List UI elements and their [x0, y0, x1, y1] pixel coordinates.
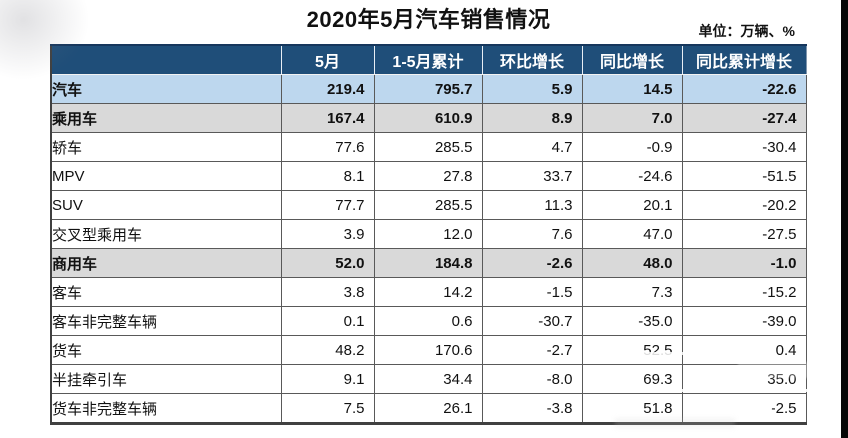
- table-row: 乘用车 167.4 610.9 8.9 7.0 -27.4: [50, 103, 807, 133]
- value-cell: -39.0: [681, 306, 807, 336]
- value-cell: 14.2: [373, 277, 483, 307]
- row-label: 交叉型乘用车: [50, 219, 282, 249]
- table-row: MPV 8.1 27.8 33.7 -24.6 -51.5: [50, 161, 807, 191]
- value-cell: -35.0: [581, 306, 683, 336]
- value-cell: 33.7: [481, 161, 583, 191]
- value-cell: 285.5: [373, 132, 483, 162]
- value-cell: 47.0: [581, 219, 683, 249]
- value-cell: -20.2: [681, 190, 807, 220]
- value-cell: 26.1: [373, 393, 483, 425]
- row-label: 轿车: [50, 132, 282, 162]
- row-label: 汽车: [50, 74, 282, 104]
- value-cell: 8.1: [280, 161, 375, 191]
- value-cell: -30.4: [681, 132, 807, 162]
- value-cell: 14.5: [581, 74, 683, 104]
- table-row: 交叉型乘用车 3.9 12.0 7.6 47.0 -27.5: [50, 219, 807, 249]
- value-cell: 69.3: [581, 364, 683, 394]
- row-label: 乘用车: [50, 103, 282, 133]
- value-cell: 170.6: [373, 335, 483, 365]
- value-cell: -8.0: [481, 364, 583, 394]
- value-cell: -51.5: [681, 161, 807, 191]
- row-label-column-header: [50, 44, 281, 75]
- column-header: 同比累计增长: [681, 44, 807, 75]
- column-header: 1-5月累计: [373, 44, 482, 75]
- value-cell: 48.2: [280, 335, 375, 365]
- value-cell: 35.0: [681, 364, 807, 394]
- page-title: 2020年5月汽车销售情况: [306, 7, 551, 32]
- table-row: 客车 3.8 14.2 -1.5 7.3 -15.2: [50, 277, 807, 307]
- value-cell: 20.1: [581, 190, 683, 220]
- value-cell: -1.0: [681, 248, 807, 278]
- value-cell: 4.7: [481, 132, 583, 162]
- value-cell: -24.6: [581, 161, 683, 191]
- value-cell: 77.7: [280, 190, 375, 220]
- value-cell: 48.0: [581, 248, 683, 278]
- table-row: 货车非完整车辆 7.5 26.1 -3.8 51.8 -2.5: [50, 393, 807, 425]
- value-cell: 184.8: [373, 248, 483, 278]
- value-cell: 610.9: [373, 103, 483, 133]
- table-row: SUV 77.7 285.5 11.3 20.1 -20.2: [50, 190, 807, 220]
- row-label: 货车非完整车辆: [50, 393, 282, 425]
- row-label: MPV: [50, 161, 282, 191]
- sales-table: 5月 1-5月累计 环比增长 同比增长 同比累计增长 汽车 219.4 795.7 5.9 14…: [50, 44, 807, 425]
- value-cell: 77.6: [280, 132, 375, 162]
- column-header: 环比增长: [481, 44, 582, 75]
- value-cell: 11.3: [481, 190, 583, 220]
- value-cell: -2.5: [681, 393, 807, 425]
- value-cell: 167.4: [280, 103, 375, 133]
- row-label: SUV: [50, 190, 282, 220]
- value-cell: 34.4: [373, 364, 483, 394]
- table-row: 客车非完整车辆 0.1 0.6 -30.7 -35.0 -39.0: [50, 306, 807, 336]
- value-cell: 0.6: [373, 306, 483, 336]
- value-cell: 51.8: [581, 393, 683, 425]
- value-cell: -2.6: [481, 248, 583, 278]
- value-cell: -22.6: [681, 74, 807, 104]
- value-cell: -27.4: [681, 103, 807, 133]
- value-cell: 7.6: [481, 219, 583, 249]
- value-cell: 7.0: [581, 103, 683, 133]
- value-cell: 0.1: [280, 306, 375, 336]
- value-cell: 7.5: [280, 393, 375, 425]
- row-label: 客车: [50, 277, 282, 307]
- value-cell: 7.3: [581, 277, 683, 307]
- table-row: 半挂牵引车 9.1 34.4 -8.0 69.3 35.0: [50, 364, 807, 394]
- value-cell: 795.7: [373, 74, 483, 104]
- value-cell: 52.0: [280, 248, 375, 278]
- row-label: 客车非完整车辆: [50, 306, 282, 336]
- value-cell: -1.5: [481, 277, 583, 307]
- value-cell: -30.7: [481, 306, 583, 336]
- table-header-row: 5月 1-5月累计 环比增长 同比增长 同比累计增长: [50, 44, 807, 75]
- column-header: 5月: [280, 44, 374, 75]
- value-cell: -27.5: [681, 219, 807, 249]
- value-cell: 0.4: [681, 335, 807, 365]
- value-cell: 9.1: [280, 364, 375, 394]
- table-row: 汽车 219.4 795.7 5.9 14.5 -22.6: [50, 74, 807, 104]
- value-cell: -3.8: [481, 393, 583, 425]
- screen-edge-strip: [841, 0, 848, 438]
- value-cell: 12.0: [373, 219, 483, 249]
- value-cell: 5.9: [481, 74, 583, 104]
- value-cell: 27.8: [373, 161, 483, 191]
- table-row: 货车 48.2 170.6 -2.7 52.5 0.4: [50, 335, 807, 365]
- row-label: 货车: [50, 335, 282, 365]
- row-label: 商用车: [50, 248, 282, 278]
- table-row: 轿车 77.6 285.5 4.7 -0.9 -30.4: [50, 132, 807, 162]
- value-cell: 52.5: [581, 335, 683, 365]
- table-row: 商用车 52.0 184.8 -2.6 48.0 -1.0: [50, 248, 807, 278]
- row-label: 半挂牵引车: [50, 364, 282, 394]
- value-cell: 3.9: [280, 219, 375, 249]
- value-cell: -0.9: [581, 132, 683, 162]
- unit-label: 单位：万辆、%: [698, 23, 795, 39]
- value-cell: -15.2: [681, 277, 807, 307]
- column-header: 同比增长: [581, 44, 682, 75]
- value-cell: 8.9: [481, 103, 583, 133]
- value-cell: 3.8: [280, 277, 375, 307]
- value-cell: -2.7: [481, 335, 583, 365]
- value-cell: 219.4: [280, 74, 375, 104]
- value-cell: 285.5: [373, 190, 483, 220]
